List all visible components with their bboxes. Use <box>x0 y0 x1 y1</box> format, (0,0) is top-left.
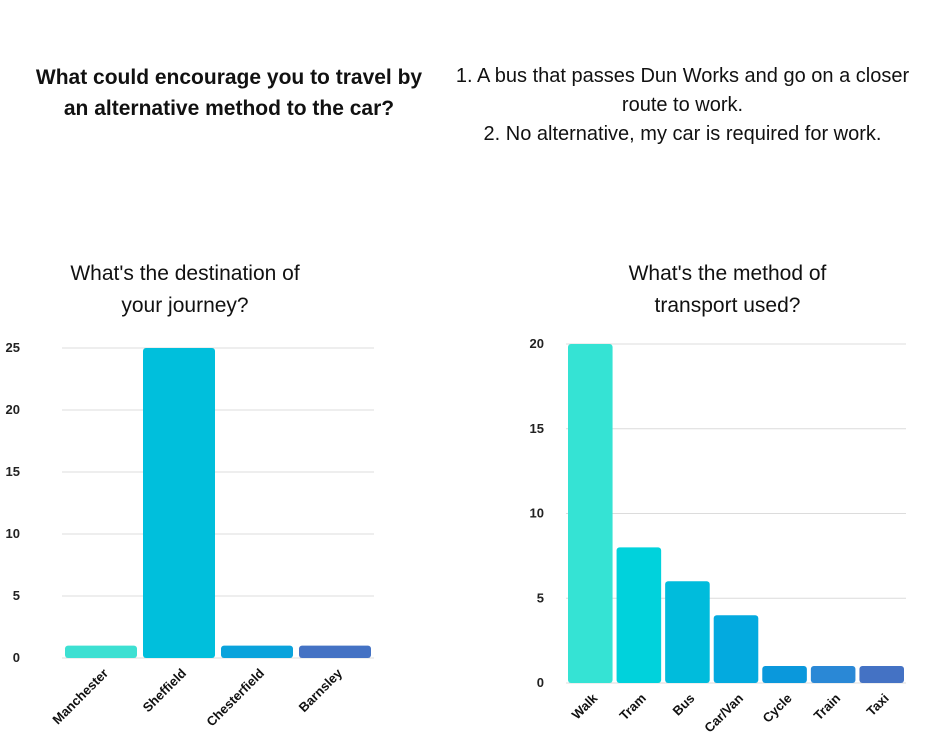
method-chart-title: What's the method of transport used? <box>628 262 827 317</box>
y-tick-label: 0 <box>13 650 20 665</box>
destination-bar-chart: 0 5 10 15 20 25 Manchester Sheffield Chesterfiel… <box>6 340 374 729</box>
bar-tram <box>616 547 662 683</box>
answer-2: 2. No alternative, my car is required fo… <box>483 123 882 145</box>
bar-bus <box>665 581 710 683</box>
bar-barnsley <box>299 645 371 658</box>
x-tick-label: Taxi <box>864 691 892 719</box>
y-tick-label: 25 <box>6 340 20 355</box>
method-bar-chart: 0 5 10 15 20 Walk Tram Bus Car/Van Cycle Train Taxi <box>530 336 906 735</box>
x-tick-label: Chesterfield <box>203 665 267 729</box>
answer-1: 1. A bus that passes Dun Works and go on… <box>455 65 910 116</box>
y-tick-label: 0 <box>537 675 544 690</box>
y-tick-label: 15 <box>530 421 544 436</box>
x-tick-label: Barnsley <box>296 665 346 715</box>
y-tick-label: 5 <box>13 588 20 603</box>
x-tick-label: Bus <box>670 691 698 719</box>
x-tick-label: Cycle <box>760 691 795 726</box>
bar-sheffield <box>143 348 215 658</box>
bar-car-van <box>713 615 759 683</box>
y-tick-label: 10 <box>6 526 20 541</box>
bar-cycle <box>762 666 807 683</box>
x-tick-label: Train <box>811 690 844 723</box>
bar-train <box>810 666 856 683</box>
x-tick-label: Sheffield <box>140 665 189 714</box>
bar-manchester <box>65 645 137 658</box>
x-tick-label: Car/Van <box>701 690 746 735</box>
destination-chart-title: What's the destination of your journey? <box>70 262 300 317</box>
survey-question: What could encourage you to travel by an… <box>35 66 423 120</box>
y-tick-label: 20 <box>6 402 20 417</box>
survey-answers: 1. A bus that passes Dun Works and go on… <box>455 62 910 149</box>
y-tick-label: 20 <box>530 336 544 351</box>
y-tick-label: 10 <box>530 506 544 521</box>
x-tick-label: Walk <box>569 690 601 722</box>
x-tick-label: Manchester <box>49 666 111 728</box>
x-tick-label: Tram <box>616 691 649 724</box>
bar-chesterfield <box>221 645 293 658</box>
bar-walk <box>568 344 613 683</box>
y-tick-label: 15 <box>6 464 20 479</box>
y-tick-label: 5 <box>537 590 544 605</box>
bar-taxi <box>859 666 904 683</box>
